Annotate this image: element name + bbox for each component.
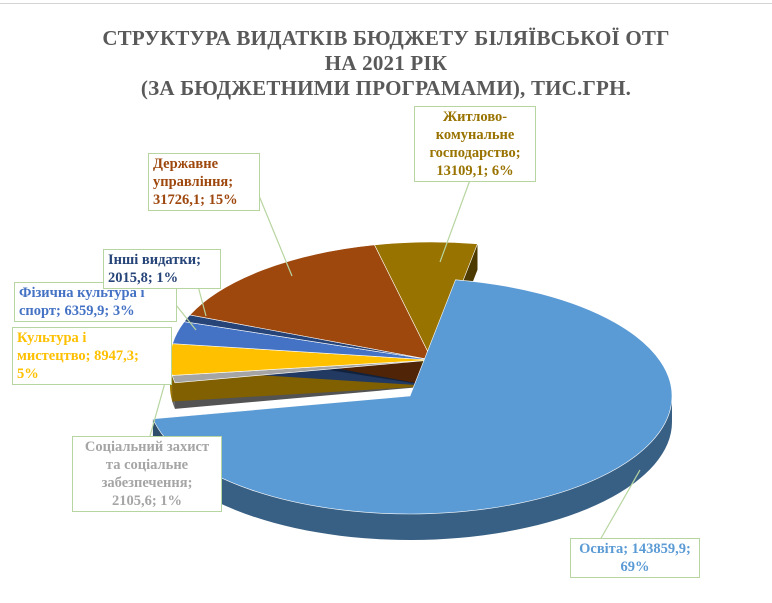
leader-line-освіта [599, 469, 641, 541]
data-label-інші-видатки: Інші видатки; 2015,8; 1% [103, 249, 221, 289]
data-label-line: господарство; [429, 145, 521, 161]
top-border-line [0, 3, 772, 4]
data-label-line: Фізична культура і [19, 285, 145, 301]
data-label-line: 69% [620, 559, 650, 575]
data-label-line: Освіта; 143859,9; [579, 541, 691, 557]
data-label-line: Соціальний захист [84, 439, 210, 455]
data-label-line: 31726,1; 15% [153, 192, 238, 208]
chart-title-line-1: СТРУКТУРА ВИДАТКІВ БЮДЖЕТУ БІЛЯЇВСЬКОЇ О… [102, 26, 670, 50]
leader-line-державне-управління [254, 185, 293, 277]
data-label-освіта: Освіта; 143859,9; 69% [570, 538, 700, 578]
data-label-line: та соціальне [105, 457, 189, 473]
data-label-line: управління; [153, 174, 234, 190]
pie-tops [152, 241, 673, 515]
data-label-line: спорт; 6359,9; 3% [19, 303, 135, 319]
data-label-line: Інші видатки; [108, 252, 201, 268]
chart-title-line-2: НА 2021 РІК [324, 51, 448, 75]
data-label-державне-управління: Державне управління; 31726,1; 15% [148, 153, 260, 211]
data-label-line: Житлово- [442, 109, 508, 125]
data-label-культура-і-мистецтво: Культура і мистецтво; 8947,3; 5% [12, 327, 172, 385]
data-label-line: комунальне [435, 127, 515, 143]
data-label-line: мистецтво; 8947,3; [17, 348, 139, 364]
data-label-line: Культура і [17, 330, 87, 346]
data-label-житлово-комунальне-господарство: Житлово-комунальне господарство; 13109,1; … [414, 106, 536, 182]
leader-line-житлово-комунальне-господарство [439, 179, 471, 263]
slice-освіта [152, 279, 673, 515]
slice-side-освіта [152, 396, 672, 541]
data-label-line: 2015,8; 1% [108, 270, 179, 286]
slice-житлово-комунальне-господарство [374, 241, 478, 361]
data-label-line: 2105,6; 1% [111, 493, 183, 509]
data-label-line: забезпечення; [101, 475, 193, 491]
label-leader-lines [149, 179, 641, 541]
slice-державне-управління [189, 244, 433, 361]
data-label-line: 5% [17, 366, 39, 382]
data-label-line: 13109,1; 6% [436, 163, 514, 179]
data-label-соціальний-захист-та-соціальне-забезпечення: Соціальний захист та соціальне забезпеченн… [72, 436, 222, 512]
leader-line-інші-видатки [197, 285, 207, 317]
data-label-line: Державне [153, 156, 219, 172]
data-label-фізична-культура-і-спорт: Фізична культура і спорт; 6359,9; 3% [14, 282, 177, 322]
chart-title-line-3: (ЗА БЮДЖЕТНИМИ ПРОГРАМАМИ), ТИС.ГРН. [140, 76, 632, 100]
